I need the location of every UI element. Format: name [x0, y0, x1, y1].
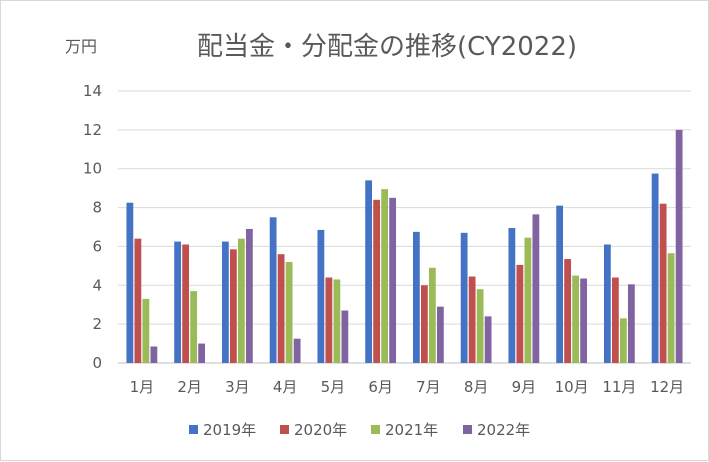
bar: [150, 346, 158, 363]
x-tick-label: 3月: [225, 378, 250, 396]
x-tick-label: 5月: [321, 378, 346, 396]
bar: [277, 254, 285, 363]
legend-label: 2019年: [203, 421, 256, 439]
bar: [436, 306, 444, 363]
bar: [508, 227, 516, 363]
legend-swatch: [189, 425, 198, 434]
legend-label: 2021年: [385, 421, 438, 439]
bar: [460, 232, 468, 363]
bar: [365, 180, 373, 363]
bar: [198, 343, 206, 363]
bar: [190, 291, 198, 363]
bar: [580, 278, 588, 363]
y-tick-label: 2: [92, 315, 102, 333]
bar: [182, 244, 190, 363]
bar: [516, 264, 524, 363]
x-tick-labels: 1月 2月 3月 4月 5月 6月 7月 8月 9月 10月 11月 12月: [130, 378, 685, 396]
y-tick-label: 0: [92, 354, 102, 372]
bar: [420, 285, 428, 363]
bar: [229, 249, 237, 363]
bar: [174, 241, 182, 363]
bar: [468, 276, 476, 363]
y-tick-label: 10: [83, 160, 102, 178]
x-tick-label: 11月: [602, 378, 636, 396]
bar: [134, 238, 142, 363]
bar: [627, 284, 635, 363]
y-tick-label: 4: [92, 276, 102, 294]
bar: [484, 316, 492, 363]
bar: [389, 197, 397, 363]
x-tick-label: 9月: [512, 378, 537, 396]
bar: [532, 214, 540, 363]
bar: [428, 267, 436, 363]
bar: [675, 129, 683, 363]
bar: [556, 205, 564, 363]
bar: [651, 173, 659, 363]
bar: [619, 318, 627, 363]
x-tick-label: 6月: [368, 378, 393, 396]
bar: [412, 231, 420, 363]
bar: [611, 277, 619, 363]
legend: 2019年 2020年 2021年 2022年: [189, 421, 530, 439]
bar: [603, 244, 611, 363]
chart-title: 配当金・分配金の推移(CY2022): [197, 32, 577, 62]
bar: [317, 229, 325, 363]
x-tick-label: 10月: [555, 378, 589, 396]
legend-swatch: [280, 425, 289, 434]
x-tick-label: 4月: [273, 378, 298, 396]
bar: [476, 289, 484, 363]
x-tick-label: 12月: [650, 378, 684, 396]
bar: [237, 238, 245, 363]
bar: [572, 275, 580, 363]
bar: [373, 199, 381, 363]
legend-label: 2022年: [477, 421, 530, 439]
y-tick-label: 12: [83, 121, 102, 139]
gridlines: [118, 90, 691, 364]
bar: [142, 298, 150, 363]
bar: [293, 338, 301, 363]
legend-label: 2020年: [294, 421, 347, 439]
y-tick-labels: 0 2 4 6 8 10 12 14: [83, 82, 102, 372]
y-tick-label: 6: [92, 237, 102, 255]
bar: [126, 202, 134, 363]
y-tick-label: 14: [83, 82, 102, 100]
bar: [564, 259, 572, 363]
legend-swatch: [463, 425, 472, 434]
bar: [341, 310, 349, 363]
x-tick-label: 2月: [177, 378, 202, 396]
legend-swatch: [371, 425, 380, 434]
bar: [524, 237, 532, 363]
x-tick-label: 8月: [464, 378, 489, 396]
bar: [285, 261, 293, 363]
bar: [221, 241, 229, 363]
bars: [126, 129, 683, 363]
bar: [325, 277, 333, 363]
bar: [245, 228, 253, 363]
bar: [667, 253, 675, 363]
bar: [659, 203, 667, 363]
bar: [381, 189, 389, 363]
y-tick-label: 8: [92, 199, 102, 217]
x-tick-label: 1月: [130, 378, 155, 396]
bar: [333, 279, 341, 363]
x-tick-label: 7月: [416, 378, 441, 396]
y-unit-label: 万円: [65, 37, 97, 56]
bar: [269, 217, 277, 363]
